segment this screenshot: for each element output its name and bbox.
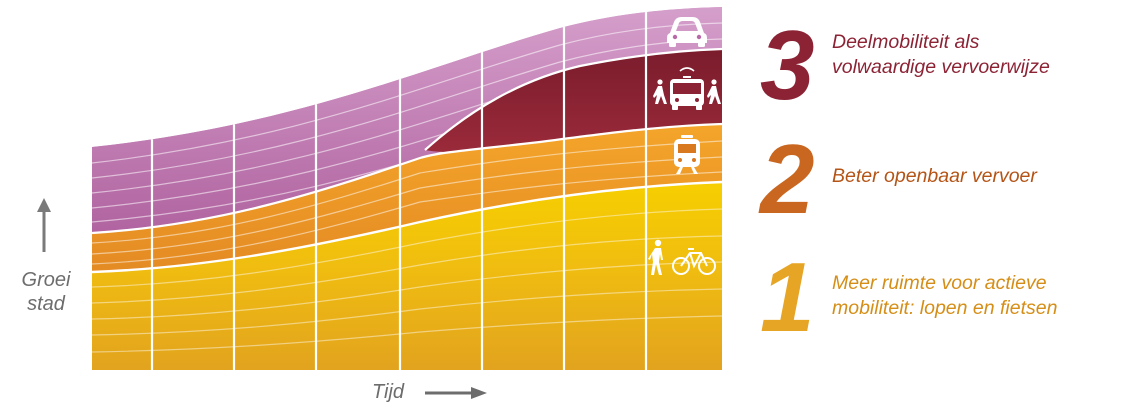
train-icon xyxy=(674,135,700,174)
active-mobility-layer-band-lines xyxy=(92,208,722,353)
growth-axis-arrow xyxy=(37,198,51,252)
growth-axis-label: Groei stad xyxy=(10,268,82,316)
legend-text-public-transport: Beter openbaar vervoer xyxy=(832,164,1037,189)
stacked-area-chart xyxy=(92,7,722,370)
legend-number-1: 1 xyxy=(760,242,815,352)
time-axis-arrow xyxy=(425,387,487,399)
active-mobility-layer-edge xyxy=(92,180,722,274)
legend-number-3: 3 xyxy=(760,10,815,120)
growth-axis-label-line2: stad xyxy=(27,293,65,315)
legend-text-shared-mobility-line2: volwaardige vervoerwijze xyxy=(832,56,1050,78)
legend-item-shared-mobility: 3 Deelmobiliteit als volwaardige vervoer… xyxy=(760,12,1139,122)
public-transport-layer-edge xyxy=(92,122,722,235)
legend-text-active-mobility: Meer ruimte voor actieve mobiliteit: lop… xyxy=(832,271,1057,321)
legend-text-shared-mobility: Deelmobiliteit als volwaardige vervoerwi… xyxy=(832,30,1050,80)
legend-text-active-mobility-line1: Meer ruimte voor actieve xyxy=(832,272,1047,294)
growth-axis-label-line1: Groei xyxy=(21,269,71,291)
car-icon xyxy=(667,17,707,47)
public-transport-layer-band-lines xyxy=(92,140,722,265)
bus-with-pedestrians-icon xyxy=(653,67,721,110)
pedestrian-and-bicycle-icon xyxy=(648,239,716,275)
legend-number-2: 2 xyxy=(760,124,815,234)
legend-text-active-mobility-line2: mobiliteit: lopen en fietsen xyxy=(832,297,1058,319)
time-axis-label: Tijd xyxy=(372,381,405,403)
mobility-growth-diagram xyxy=(37,7,722,399)
vertical-grid-lines xyxy=(150,7,648,370)
legend-text-shared-mobility-line1: Deelmobiliteit als xyxy=(832,31,980,53)
legend-item-public-transport: 2 Beter openbaar vervoer xyxy=(760,128,1139,238)
shared-mobility-layer xyxy=(425,49,722,153)
legend-item-active-mobility: 1 Meer ruimte voor actieve mobiliteit: l… xyxy=(760,246,1139,356)
shared-mobility-layer-edge xyxy=(424,47,722,151)
legend-text-public-transport-line1: Beter openbaar vervoer xyxy=(832,165,1037,187)
